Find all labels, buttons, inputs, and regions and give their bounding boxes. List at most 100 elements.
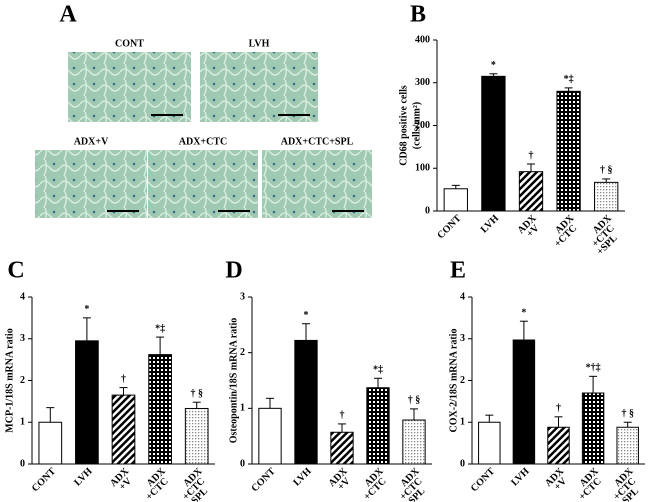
significance: †	[556, 403, 561, 414]
x-tick-label: LVH	[509, 466, 532, 489]
micrograph	[148, 150, 258, 218]
y-axis-label: COX-2/18S mRNA ratio	[448, 329, 459, 433]
panel-label: A	[59, 2, 77, 28]
bar	[594, 181, 619, 212]
bar	[616, 426, 639, 465]
x-tick-label-group: ADX+V	[108, 465, 134, 492]
y-tick-label: 2	[240, 347, 245, 358]
significance: *‡	[373, 365, 383, 376]
image-label: ADX+V	[74, 136, 109, 147]
panel-label: D	[225, 258, 242, 284]
significance: *	[491, 60, 496, 71]
x-tick-label-group: ADX+CTC	[144, 465, 171, 502]
x-tick-label-group: ADX+CTC+SPL	[590, 212, 620, 257]
x-tick-label-group: ADX+CTC	[362, 465, 389, 502]
bar	[330, 431, 354, 465]
bar	[512, 339, 536, 465]
bar	[443, 188, 468, 212]
y-tick-label: 0	[425, 205, 430, 216]
x-tick-label: CONT	[469, 466, 497, 494]
y-axis-label: MCP-1/18S mRNA ratio	[4, 328, 15, 432]
significance: † §	[190, 389, 203, 400]
image-label: LVH	[249, 38, 270, 49]
bar	[75, 340, 99, 465]
x-tick-label-group: ADX+CTC+SPL	[181, 465, 211, 502]
panel-label: C	[7, 258, 24, 284]
image-label: ADX+CTC+SPL	[281, 136, 354, 147]
significance: *‡	[155, 323, 165, 334]
micrograph	[200, 52, 318, 122]
y-axis-label: CD68 positive cells	[398, 85, 409, 166]
x-tick-label: LVH	[72, 466, 95, 489]
bar	[556, 90, 581, 212]
micrograph	[68, 52, 191, 122]
x-tick-label-group: ADX+V	[543, 465, 569, 492]
bar	[478, 421, 501, 465]
significance: *†‡	[586, 363, 601, 374]
bar	[258, 407, 282, 465]
x-tick-label-group: CONT	[435, 213, 463, 241]
bar	[38, 421, 63, 465]
significance: †	[340, 410, 345, 421]
significance: †	[121, 374, 126, 385]
bar	[294, 339, 318, 465]
bar	[148, 354, 172, 465]
y-tick-label: 2	[20, 375, 25, 386]
x-tick-label-group: CONT	[469, 466, 497, 494]
bar	[481, 75, 506, 212]
x-tick-label: CONT	[435, 213, 463, 241]
y-tick-label: 0	[20, 458, 25, 469]
y-tick-label: 400	[415, 34, 430, 45]
x-tick-label-group: CONT	[30, 466, 58, 494]
y-tick-label: 1	[20, 417, 25, 428]
y-tick-label: 0	[240, 458, 245, 469]
bar	[402, 419, 426, 465]
image-label: ADX+CTC	[179, 136, 227, 147]
y-tick-label: 3	[20, 333, 25, 344]
significance: *	[304, 310, 309, 321]
bar	[518, 171, 544, 212]
y-tick-label: 3	[460, 333, 465, 344]
y-tick-label: 1	[460, 417, 465, 428]
y-axis-label: (cells/mm²)	[411, 102, 422, 149]
bar	[184, 407, 209, 465]
x-tick-label-group: LVH	[509, 466, 532, 489]
y-tick-label: 300	[415, 77, 430, 88]
significance: † §	[621, 409, 634, 420]
y-tick-label: 3	[240, 291, 245, 302]
y-tick-label: 100	[415, 163, 430, 174]
y-axis-label: Osteopontin/18S mRNA ratio	[228, 318, 239, 444]
image-label: CONT	[115, 38, 144, 49]
x-tick-label: LVH	[291, 466, 314, 489]
bar	[547, 426, 570, 465]
y-tick-label: 2	[460, 375, 465, 386]
bar	[111, 394, 136, 465]
significance: *	[84, 304, 89, 315]
x-tick-label-group: ADX+CTC+SPL	[612, 465, 642, 502]
x-tick-label-group: LVH	[72, 466, 95, 489]
y-tick-label: 0	[460, 458, 465, 469]
x-tick-label-group: LVH	[291, 466, 314, 489]
x-tick-label-group: ADX+CTC	[552, 212, 579, 249]
significance: † §	[408, 395, 421, 406]
micrograph	[35, 150, 147, 218]
significance: *‡	[564, 74, 574, 85]
x-tick-label: CONT	[30, 466, 58, 494]
y-tick-label: 1	[240, 403, 245, 414]
x-tick-label: CONT	[250, 466, 278, 494]
x-tick-label-group: ADX+V	[516, 212, 542, 239]
y-tick-label: 200	[415, 120, 430, 131]
significance: *	[521, 308, 526, 319]
x-tick-label: LVH	[479, 213, 502, 236]
panel-label: B	[410, 2, 426, 28]
significance: †	[529, 150, 534, 161]
x-tick-label-group: ADX+CTC	[577, 465, 604, 502]
bar	[366, 387, 390, 465]
x-tick-label-group: LVH	[479, 213, 502, 236]
significance: † §	[600, 165, 613, 176]
y-tick-label: 4	[460, 291, 465, 302]
panel-label: E	[450, 258, 466, 284]
x-tick-label-group: CONT	[250, 466, 278, 494]
x-tick-label-group: ADX+CTC+SPL	[398, 465, 428, 502]
